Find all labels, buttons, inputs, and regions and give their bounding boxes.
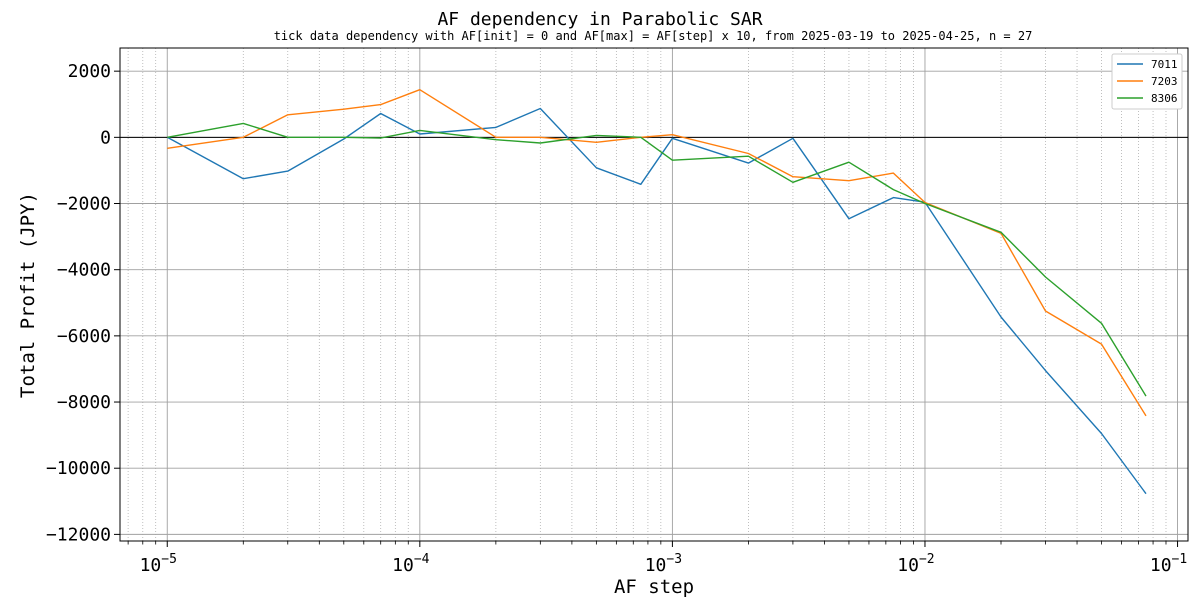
x-tick-label-exponent: −3 [666,552,682,567]
x-tick-label: 10−3 [645,552,682,576]
x-tick-label-exponent: −2 [919,552,935,567]
x-axis-label: AF step [614,576,694,598]
legend-box [1111,53,1183,110]
x-tick-label-base: 10 [645,555,667,576]
y-tick-label: −8000 [57,392,111,413]
x-tick-label-base: 10 [897,555,919,576]
y-tick-label: −10000 [46,458,111,479]
x-tick-label-base: 10 [392,555,414,576]
x-tick-label: 10−2 [897,552,934,576]
legend-label-7011: 7011 [1151,58,1178,71]
y-tick-label: −12000 [46,524,111,545]
series-lines [166,88,1147,495]
x-tick-label: 10−1 [1150,552,1187,576]
series-line-7011 [166,107,1147,495]
y-tick-label: −6000 [57,326,111,347]
series-line-8306 [167,122,1147,397]
legend: 7011 7203 8306 [1111,53,1183,110]
y-tick-label: −4000 [57,260,111,281]
y-tick-label: −2000 [57,194,111,215]
x-tick-label-base: 10 [1150,555,1172,576]
chart-subtitle: tick data dependency with AF[init] = 0 a… [274,29,1033,43]
x-tick-label-exponent: −1 [1172,552,1188,567]
y-tick-label: 2000 [68,61,111,82]
y-tick-label: 0 [100,127,111,148]
x-tick-label: 10−4 [392,552,430,576]
chart-title: AF dependency in Parabolic SAR [437,9,762,30]
legend-label-7203: 7203 [1151,75,1178,88]
x-tick-label-base: 10 [140,555,162,576]
y-axis-label: Total Profit (JPY) [17,192,39,398]
legend-label-8306: 8306 [1151,92,1178,105]
plot-frame [119,47,1189,542]
x-tick-label: 10−5 [140,552,177,576]
grid [120,48,1188,541]
x-tick-label-exponent: −5 [161,552,177,567]
x-tick-label-exponent: −4 [414,552,430,567]
x-ticks: 10−5 10−4 10−3 10−2 10−1 [127,541,1187,576]
y-ticks: 2000 0 −2000 −4000 −6000 −8000 −10000 −12000 [46,61,120,545]
